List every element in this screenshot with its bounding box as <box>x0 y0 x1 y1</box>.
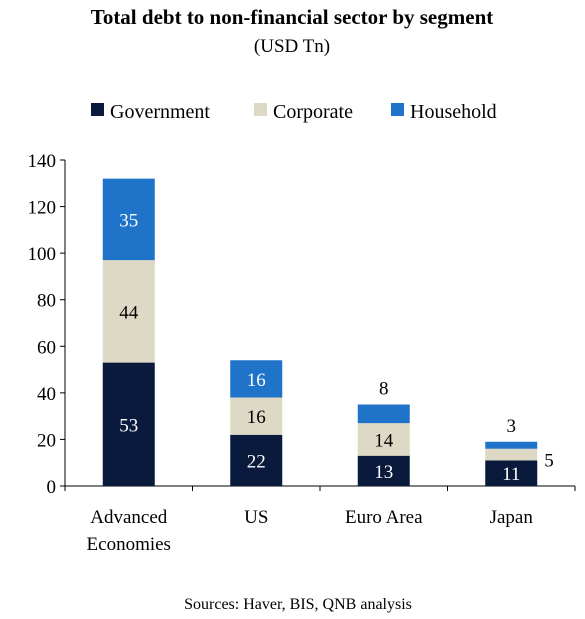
legend-swatch-corporate <box>254 103 267 116</box>
y-tick-label: 60 <box>37 337 56 358</box>
data-label-advanced-economies-government: 53 <box>119 415 138 436</box>
legend-swatch-government <box>91 103 104 116</box>
bar-euro-area-corporate <box>357 423 410 456</box>
bar-advanced-economies-government <box>102 362 155 486</box>
bars <box>102 178 538 486</box>
y-tick-label: 120 <box>28 198 57 219</box>
data-label-advanced-economies-corporate: 44 <box>119 302 139 323</box>
x-category-label: Japan <box>490 507 534 528</box>
data-label-euro-area-government: 13 <box>374 462 393 483</box>
x-category-label: Advanced <box>90 507 168 528</box>
source-note: Sources: Haver, BIS, QNB analysis <box>184 596 412 613</box>
chart-title: Total debt to non-financial sector by se… <box>91 5 494 29</box>
y-tick-label: 0 <box>47 477 57 498</box>
bar-us-corporate <box>230 397 283 435</box>
y-tick-label: 80 <box>37 291 56 312</box>
bar-us-household <box>230 360 283 398</box>
y-tick-label: 40 <box>37 384 56 405</box>
legend-label-corporate: Corporate <box>273 101 353 123</box>
legend: Government Corporate Household <box>91 101 497 123</box>
data-label-us-government: 22 <box>247 451 266 472</box>
axes: 0 20 40 60 80 100 120 140 Advanced Economies US Eur… <box>28 151 576 555</box>
chart-subtitle: (USD Tn) <box>254 36 330 57</box>
data-label-euro-area-household: 8 <box>379 379 389 400</box>
data-label-us-corporate: 16 <box>247 407 266 428</box>
x-category-label: Economies <box>87 534 171 555</box>
data-label-japan-government: 11 <box>502 464 520 485</box>
legend-label-household: Household <box>410 101 497 123</box>
bar-japan-household <box>485 441 538 449</box>
data-label-japan-corporate: 5 <box>544 451 554 472</box>
bar-japan-government <box>485 460 538 486</box>
x-category-label: US <box>244 507 268 528</box>
bar-us-government <box>230 434 283 486</box>
y-tick-label: 100 <box>28 244 57 265</box>
legend-swatch-household <box>391 103 404 116</box>
bar-advanced-economies-corporate <box>102 260 155 363</box>
legend-label-government: Government <box>110 101 210 123</box>
data-label-euro-area-corporate: 14 <box>374 430 394 451</box>
bar-advanced-economies-household <box>102 178 155 261</box>
y-tick-label: 20 <box>37 430 56 451</box>
data-label-advanced-economies-household: 35 <box>119 210 138 231</box>
bar-euro-area-household <box>357 404 410 424</box>
y-tick-label: 140 <box>28 151 57 172</box>
x-category-label: Euro Area <box>345 507 423 528</box>
bar-euro-area-government <box>357 455 410 486</box>
bar-japan-corporate <box>485 448 538 461</box>
data-label-japan-household: 3 <box>507 416 517 437</box>
data-label-us-household: 16 <box>247 370 266 391</box>
